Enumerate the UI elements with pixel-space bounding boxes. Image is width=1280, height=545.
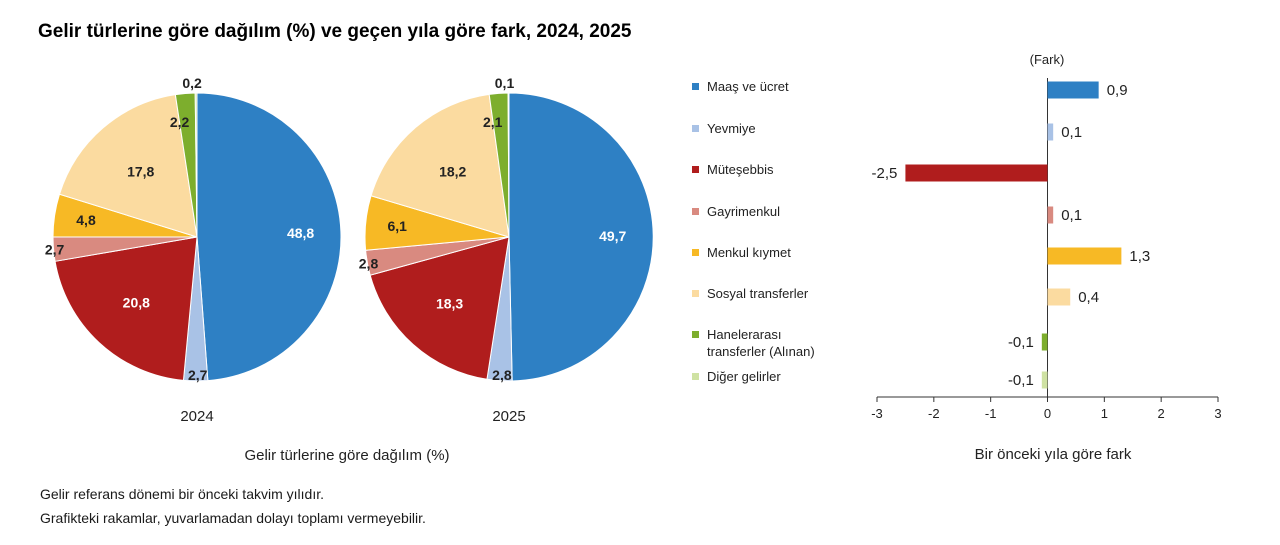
bar-unit-label: (Fark) [1030,52,1065,67]
pie-label-2025-diger-gelirler: 0,1 [495,75,515,91]
bar-x-tick-label-3: 3 [1214,406,1221,421]
bar-sosyal-transferler [1047,288,1071,306]
pie-label-2025-menkul-kiymet: 6,1 [387,218,407,234]
legend-swatch-gayrimenkul [692,208,699,215]
footnote-1: Gelir referans dönemi bir önceki takvim … [40,486,324,502]
pie-label-2025-gayrimenkul: 2,8 [359,255,379,271]
legend-label-hanelerarasi-transferler: Hanelerarası transferler (Alınan) [707,327,815,359]
pie-title-2025: 2025 [492,408,525,425]
pie-label-2024-sosyal-transferler: 17,8 [127,164,154,180]
bar-menkul-kiymet [1047,247,1122,265]
pie-label-2025-maas-ve-ucret: 49,7 [599,228,626,244]
bar-maas-ve-ucret [1047,81,1099,99]
bar-label-gayrimenkul: 0,1 [1061,207,1082,224]
pie-slice-2025-diger-gelirler [507,92,510,238]
legend-label-menkul-kiymet: Menkul kıymet [707,245,791,260]
pie-label-2024-gayrimenkul: 2,7 [45,241,65,257]
pie-label-2025-sosyal-transferler: 18,2 [439,163,466,179]
bar-mutesebbis [905,164,1048,182]
pie-slice-2024-sosyal-transferler [58,94,198,238]
bar-x-axis-label: Bir önceki yıla göre fark [975,446,1132,463]
pie-slice-2025-maas-ve-ucret [508,92,654,382]
legend-swatch-diger-gelirler [692,373,699,380]
bar-gayrimenkul [1047,206,1054,224]
legend: Maaş ve ücret Yevmiye Müteşebbis Gayrimenku… [692,79,815,384]
bar-x-tick-label-1: 1 [1101,406,1108,421]
pie-label-2025-yevmiye: 2,8 [492,367,512,383]
bar-x-tick-label-2: 2 [1158,406,1165,421]
legend-label-mutesebbis: Müteşebbis [707,162,774,177]
pie-label-2024-yevmiye: 2,7 [188,367,208,383]
pie-label-2025-mutesebbis: 18,3 [436,296,463,312]
legend-swatch-yevmiye [692,125,699,132]
pie-slice-2025-sosyal-transferler [370,93,510,238]
pie-chart-2024: 48,8 2,7 20,8 2,7 4,8 17,8 2,2 0,2 [45,75,342,383]
footnote-2: Grafikteki rakamlar, yuvarlamadan dolayı… [40,510,426,526]
pie-label-2025-hanelerarasi-transferler: 2,1 [483,114,503,130]
bar-label-sosyal-transferler: 0,4 [1078,289,1099,306]
bar-x-tick-label--2: -2 [928,406,940,421]
pie-label-2024-maas-ve-ucret: 48,8 [287,225,314,241]
bar-yevmiye [1047,123,1054,141]
bar-chart-difference: -3 -2 -1 0 1 2 3 0,9 0,1 -2,5 0,1 1,3 0,4 -0,1 -0,1 [871,78,1222,421]
bar-label-hanelerarasi-transferler: -0,1 [1008,334,1034,351]
bar-diger-gelirler [1041,371,1048,389]
pie-slice-2024-mutesebbis [54,236,198,381]
bar-hanelerarasi-transferler [1041,333,1048,351]
legend-swatch-menkul-kiymet [692,249,699,256]
legend-label-maas-ve-ucret: Maaş ve ücret [707,79,789,94]
legend-label-diger-gelirler: Diğer gelirler [707,369,781,384]
bar-label-yevmiye: 0,1 [1061,124,1082,141]
chart-title: Gelir türlerine göre dağılım (%) ve geçe… [38,21,632,42]
legend-label-yevmiye: Yevmiye [707,121,756,136]
legend-swatch-sosyal-transferler [692,290,699,297]
pie-label-2024-mutesebbis: 20,8 [123,295,150,311]
bar-x-tick-label--1: -1 [985,406,997,421]
legend-swatch-hanelerarasi-transferler [692,331,699,338]
bar-x-tick-label--3: -3 [871,406,883,421]
pie-label-2024-hanelerarasi-transferler: 2,2 [170,114,190,130]
legend-label-sosyal-transferler: Sosyal transferler [707,286,809,301]
bar-label-mutesebbis: -2,5 [872,165,898,182]
legend-swatch-maas-ve-ucret [692,83,699,90]
pie-axis-label: Gelir türlerine göre dağılım (%) [244,447,449,464]
bar-label-diger-gelirler: -0,1 [1008,372,1034,389]
pie-label-2024-diger-gelirler: 0,2 [182,75,202,91]
bar-label-menkul-kiymet: 1,3 [1129,248,1150,265]
legend-label-gayrimenkul: Gayrimenkul [707,204,780,219]
bar-label-maas-ve-ucret: 0,9 [1107,82,1128,99]
bar-x-tick-label-0: 0 [1044,406,1051,421]
pie-chart-2025: 49,7 2,8 18,3 2,8 6,1 18,2 2,1 0,1 [359,75,654,383]
pie-title-2024: 2024 [180,408,213,425]
pie-slice-2024-diger-gelirler [194,92,198,238]
legend-swatch-mutesebbis [692,166,699,173]
pie-slice-2024-maas-ve-ucret [196,92,342,382]
pie-label-2024-menkul-kiymet: 4,8 [76,212,96,228]
pie-slice-2025-mutesebbis [369,236,510,380]
